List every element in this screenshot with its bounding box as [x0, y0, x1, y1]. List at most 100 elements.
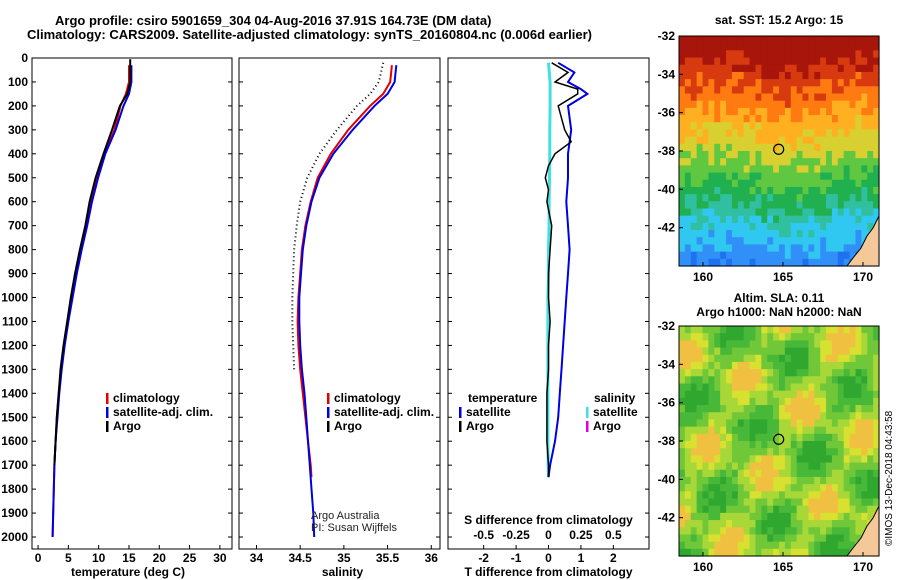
map-cell: [720, 215, 727, 224]
map-cell: [826, 165, 833, 174]
map-cell: [843, 361, 851, 370]
map-cell: [873, 505, 880, 514]
map-cell: [708, 215, 715, 224]
map-cell: [855, 172, 862, 181]
map-cell: [749, 333, 757, 341]
map-cell: [826, 136, 833, 145]
map-cell: [837, 115, 845, 123]
map-cell: [867, 433, 874, 442]
map-cell: [826, 244, 833, 253]
map-cell: [873, 86, 880, 95]
map-cell: [761, 186, 768, 195]
map-cell: [849, 79, 857, 87]
map-cell: [867, 107, 874, 116]
map-cell: [849, 165, 857, 174]
map-cell: [749, 541, 757, 550]
map-cell: [790, 143, 798, 152]
map-cell: [849, 158, 857, 166]
map-cell: [684, 419, 692, 428]
map-cell: [679, 179, 686, 188]
map-cell: [796, 93, 804, 102]
map-cell: [737, 491, 745, 500]
map-cell: [749, 534, 757, 543]
map-cell: [679, 143, 686, 152]
temperature-x-label: temperature (deg C): [71, 565, 185, 579]
map-cell: [831, 369, 839, 377]
map-cell: [779, 215, 786, 224]
map-cell: [731, 383, 739, 392]
difference-legend-t-satellite-label: satellite: [466, 405, 511, 419]
map-cell: [802, 158, 810, 166]
map-cell: [790, 520, 798, 528]
map-cell: [731, 143, 739, 152]
map-cell: [720, 505, 727, 514]
map-cell: [743, 419, 751, 428]
map-cell: [761, 100, 768, 109]
map-cell: [831, 115, 839, 123]
map-cell: [784, 455, 792, 464]
map-cell: [773, 136, 780, 145]
map-cell: [814, 498, 821, 507]
map-cell: [708, 115, 715, 123]
map-cell: [861, 361, 868, 370]
map-cell: [779, 50, 786, 59]
map-cell: [814, 462, 821, 471]
map-cell: [696, 143, 704, 152]
map-cell: [820, 361, 827, 370]
map-cell: [814, 165, 821, 174]
map-cell: [767, 201, 774, 210]
map-cell: [867, 86, 874, 95]
map-cell: [767, 326, 774, 334]
map-cell: [708, 340, 715, 349]
map-cell: [708, 143, 715, 152]
map-cell: [831, 172, 839, 181]
map-cell: [802, 151, 810, 159]
map-cell: [790, 215, 798, 224]
map-cell: [867, 165, 874, 174]
map-cell: [726, 441, 733, 449]
map-cell: [714, 441, 721, 449]
map-cell: [761, 520, 768, 528]
map-cell: [820, 498, 827, 507]
map-cell: [720, 258, 727, 267]
map-cell: [826, 208, 833, 217]
map-cell: [820, 469, 827, 478]
map-cell: [714, 534, 721, 543]
map-cell: [861, 347, 868, 356]
map-cell: [843, 143, 851, 152]
map-cell: [749, 222, 757, 231]
map-cell: [720, 527, 727, 536]
map-cell: [684, 165, 692, 174]
map-cell: [773, 237, 780, 246]
map-cell: [784, 100, 792, 109]
map-cell: [826, 476, 833, 485]
map-cell: [790, 115, 798, 123]
map-cell: [714, 390, 721, 399]
map-cell: [720, 57, 727, 66]
map-cell: [802, 43, 810, 51]
map-cell: [696, 115, 704, 123]
map-cell: [731, 455, 739, 464]
map-cell: [802, 426, 810, 435]
map-cell: [761, 333, 768, 341]
map-cell: [767, 527, 774, 536]
map-cell: [684, 369, 692, 377]
map-cell: [784, 129, 792, 138]
map-cell: [679, 251, 686, 260]
map-cell: [814, 326, 821, 334]
map-cell: [684, 354, 692, 363]
map-cell: [855, 129, 862, 138]
map-cell: [773, 390, 780, 399]
map-cell: [790, 86, 798, 95]
map-cell: [779, 194, 786, 202]
map-cell: [749, 50, 757, 59]
map-cell: [767, 441, 774, 449]
map-cell: [696, 361, 704, 370]
map-cell: [731, 79, 739, 87]
map-cell: [720, 520, 727, 528]
map-cell: [826, 412, 833, 421]
map-cell: [679, 390, 686, 399]
map-cell: [690, 520, 698, 528]
map-cell: [867, 505, 874, 514]
map-cell: [861, 186, 868, 195]
